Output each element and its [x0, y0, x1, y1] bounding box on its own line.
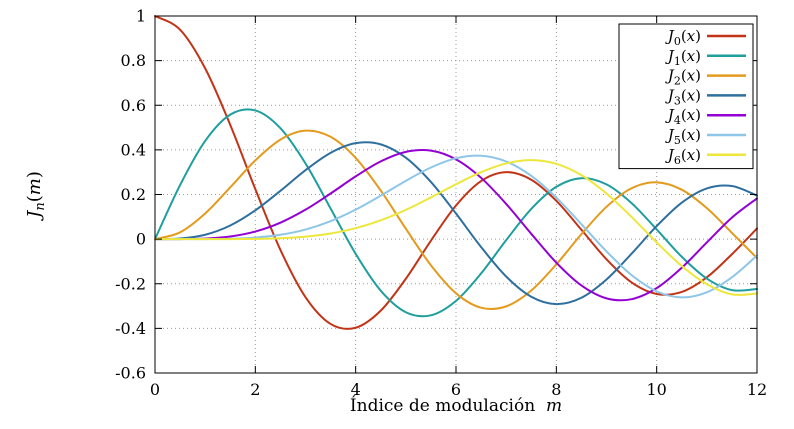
y-tick-label: -0.6: [115, 364, 146, 383]
y-tick-label: 0.2: [121, 185, 146, 204]
x-tick-label: 0: [150, 380, 160, 399]
legend-label-j2: J2(x): [665, 67, 701, 88]
legend: J0(x)J1(x)J2(x)J3(x)J4(x)J5(x)J6(x): [618, 23, 754, 170]
series-curve-j3: [154, 141, 758, 306]
y-tick-label: 0: [136, 230, 146, 249]
x-tick-label: 6: [451, 380, 461, 399]
series-curve-j6: [154, 159, 758, 296]
x-tick-label: 12: [747, 380, 767, 399]
legend-label-j0: J0(x): [665, 27, 701, 48]
y-tick-label: 0.6: [121, 96, 146, 115]
x-tick-label: 2: [250, 380, 260, 399]
y-tick-label: 1: [136, 7, 146, 26]
axis-tick-marks: [154, 15, 758, 374]
series-curve-j2: [154, 129, 758, 311]
x-tick-label: 10: [646, 380, 666, 399]
series-curve-j5: [154, 154, 758, 299]
y-tick-label: 0.8: [121, 51, 146, 70]
series-curve-j1: [154, 108, 758, 318]
y-tick-label: -0.2: [115, 274, 146, 293]
series-curve-j0: [154, 15, 758, 330]
x-tick-label: 8: [551, 380, 561, 399]
series-curves: [154, 15, 758, 330]
legend-label-j6: J6(x): [665, 146, 701, 167]
y-axis-label: Jn(m): [24, 171, 48, 222]
y-tick-label: -0.4: [115, 319, 146, 338]
legend-label-j5: J5(x): [665, 126, 701, 147]
x-axis-label: Índice de modulación m: [350, 395, 562, 416]
x-tick-label: 4: [351, 380, 361, 399]
legend-label-j3: J3(x): [665, 86, 701, 107]
y-tick-label: 0.4: [121, 140, 146, 159]
axis-tick-labels: -0.6-0.4-0.200.20.40.60.810 2 4 6 8 10 12: [115, 7, 767, 400]
legend-label-j1: J1(x): [665, 47, 701, 68]
legend-label-j4: J4(x): [665, 106, 701, 127]
